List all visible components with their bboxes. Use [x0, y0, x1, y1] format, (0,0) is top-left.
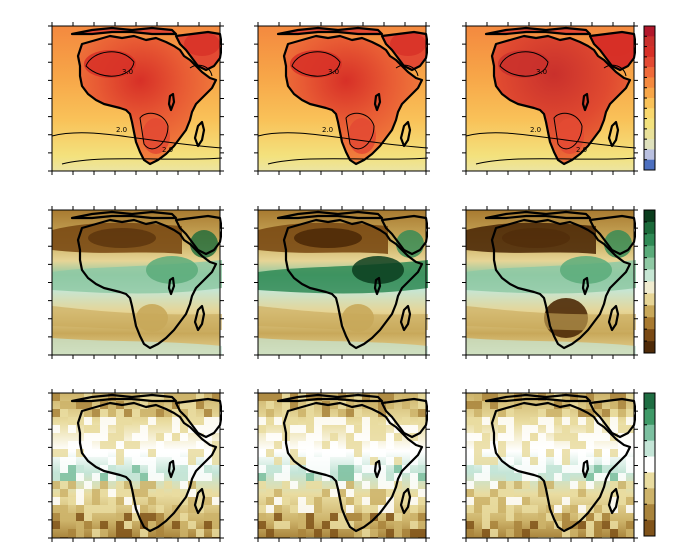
colorbar-temp: [643, 25, 656, 171]
colorbar-swatch: [644, 67, 655, 78]
colorbar-swatch: [644, 504, 655, 521]
colorbar-swatch: [644, 87, 655, 99]
colorbar-swatch: [644, 293, 655, 306]
colorbar-swatch: [644, 424, 655, 441]
colorbar-swatch: [644, 269, 655, 282]
colorbar-swatch: [644, 221, 655, 235]
contour-label: 2.0: [530, 126, 541, 134]
panel-r2-c3: [462, 206, 638, 359]
colorbar-wet2: [643, 392, 656, 537]
colorbar-swatch: [644, 36, 655, 47]
colorbar-swatch: [644, 520, 655, 537]
colorbar-swatch: [644, 440, 655, 457]
contour-label: 2.0: [116, 126, 127, 134]
panel-r3-c1: [48, 389, 224, 542]
colorbar-swatch: [644, 317, 655, 330]
colorbar-swatch: [644, 245, 655, 258]
colorbar-swatch: [644, 210, 655, 223]
contour-label: 3.0: [328, 68, 339, 76]
colorbar-swatch: [644, 329, 655, 342]
colorbar-swatch: [644, 149, 655, 161]
colorbar-swatch: [644, 77, 655, 89]
panel-r1-c1: 3.0 2.0 2.0: [48, 22, 224, 175]
contour-label: 2.0: [162, 146, 173, 154]
panel-r2-c1: [48, 206, 224, 359]
contour-label: 2.0: [322, 126, 333, 134]
panel-r2-c2: [254, 206, 430, 359]
colorbar-swatch: [644, 472, 655, 489]
contour-label: 2.0: [576, 146, 587, 154]
colorbar-swatch: [644, 139, 655, 150]
colorbar-swatch: [644, 281, 655, 294]
panel-r3-c2: [254, 389, 430, 542]
colorbar-swatch: [644, 56, 655, 68]
colorbar-swatch: [644, 233, 655, 247]
colorbar-swatch: [644, 26, 655, 37]
colorbar-swatch: [644, 488, 655, 505]
colorbar-wet: [643, 209, 656, 354]
panel-r1-c2: 3.0 2.0: [254, 22, 430, 175]
contour-label: 3.0: [122, 68, 133, 76]
colorbar-swatch: [644, 159, 655, 171]
panel-r1-c3: 3.0 2.0 2.0: [462, 22, 638, 175]
contour-label: 3.0: [536, 68, 547, 76]
colorbar-swatch: [644, 408, 655, 426]
colorbar-swatch: [644, 128, 655, 140]
colorbar-swatch: [644, 108, 655, 119]
colorbar-swatch: [644, 305, 655, 318]
colorbar-swatch: [644, 456, 655, 473]
panel-r3-c3: [462, 389, 638, 542]
colorbar-swatch: [644, 46, 655, 58]
colorbar-swatch: [644, 98, 655, 109]
colorbar-swatch: [644, 393, 655, 410]
colorbar-swatch: [644, 341, 655, 354]
colorbar-swatch: [644, 257, 655, 270]
colorbar-swatch: [644, 118, 655, 130]
